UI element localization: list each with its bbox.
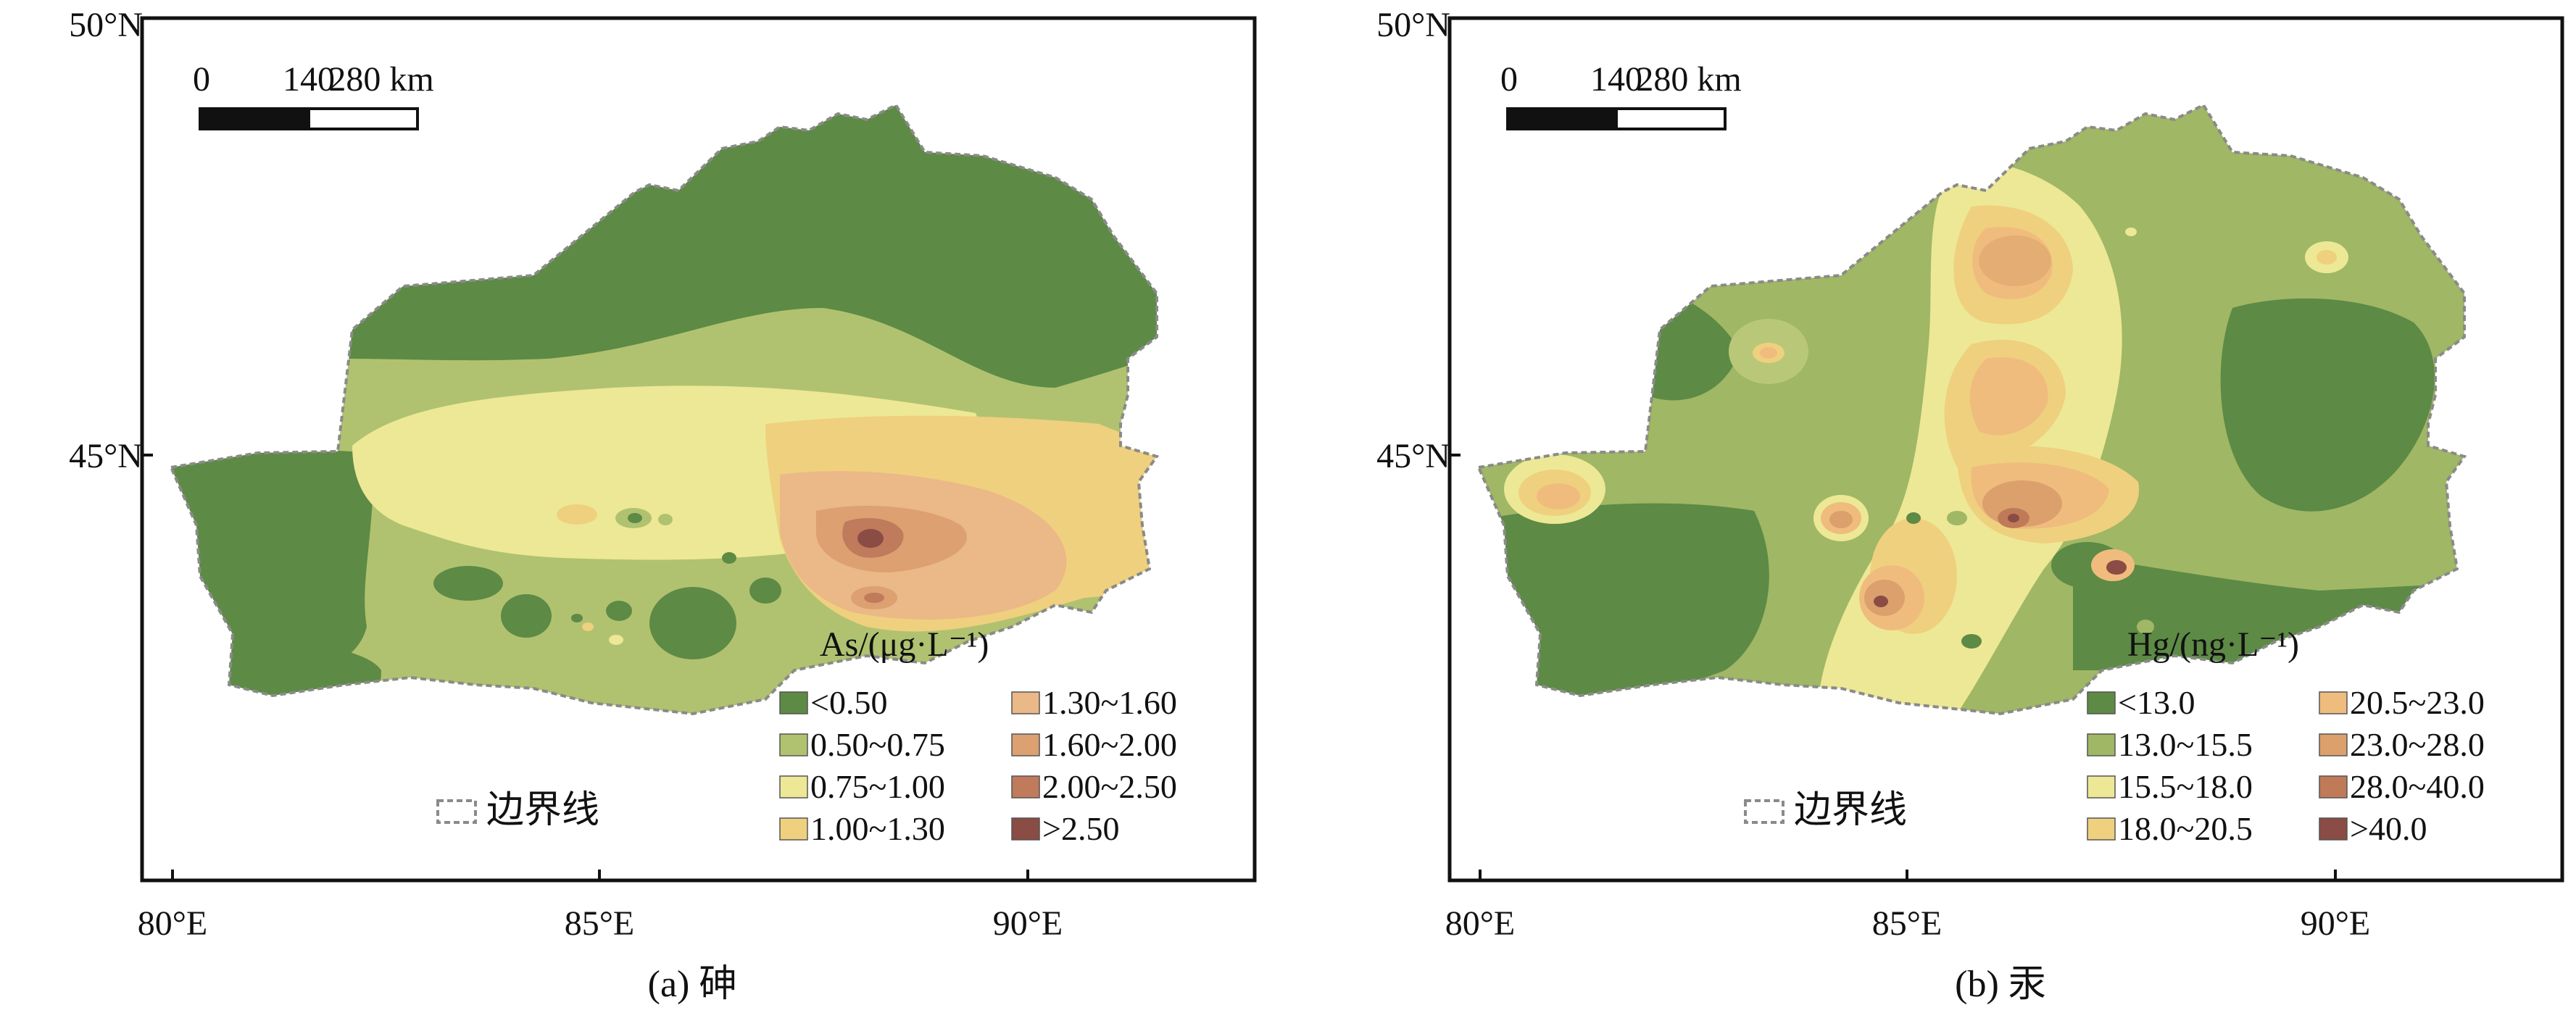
scale-bar: 0 140 280 km [1500, 60, 1742, 130]
scale-tick-0: 0 [1500, 60, 1518, 99]
boundary-legend-label: 边界线 [486, 790, 599, 831]
legend-item: 0.75~1.00 [810, 768, 945, 805]
legend-item: 28.0~40.0 [2350, 768, 2485, 805]
lon-label-85e: 85°E [1872, 904, 1943, 943]
contour-lt050-blob-3 [649, 587, 736, 659]
legend-item: >40.0 [2350, 810, 2427, 847]
legend-col-1: <13.0 13.0~15.5 15.5~18.0 18.0~20.5 [2087, 684, 2253, 847]
panel-b: 0 140 280 km Hg/(ng·L⁻¹) <13.0 13.0~15.5… [1447, 16, 2564, 883]
scale-bar: 0 140 280 km [193, 60, 434, 130]
legend: As/(μg·L⁻¹) <0.50 0.50~0.75 0.75~1.00 1.… [436, 625, 1177, 847]
lat-label-50n: 50°N [1376, 6, 1450, 44]
legend-col-2: 20.5~23.0 23.0~28.0 28.0~40.0 >40.0 [2319, 684, 2485, 847]
lon-label-90e: 90°E [993, 904, 1063, 943]
legend-item: 0.50~0.75 [810, 726, 945, 763]
legend-item: 1.30~1.60 [1042, 684, 1177, 721]
scale-tick-140: 140 [1590, 60, 1642, 99]
lon-label-90e: 90°E [2301, 904, 2371, 943]
lon-label-85e: 85°E [565, 904, 635, 943]
boundary-legend-swatch [1744, 799, 1784, 824]
panel-a-axes: 50°N 45°N 80°E 85°E 90°E (a) 砷 [69, 6, 1063, 1005]
legend-item: 18.0~20.5 [2118, 810, 2253, 847]
boundary-legend-label: 边界线 [1794, 790, 1907, 831]
boundary-legend-swatch [436, 799, 477, 824]
lon-label-80e: 80°E [1445, 904, 1516, 943]
legend-item: 2.00~2.50 [1042, 768, 1177, 805]
panel-caption: (a) 砷 [648, 964, 737, 1005]
contour-lt050-blob-1 [433, 566, 503, 601]
legend-title: Hg/(ng·L⁻¹) [2127, 625, 2299, 664]
legend-item: 1.60~2.00 [1042, 726, 1177, 763]
lon-label-80e: 80°E [138, 904, 208, 943]
legend-col-2: 1.30~1.60 1.60~2.00 2.00~2.50 >2.50 [1011, 684, 1177, 847]
panel-caption: (b) 汞 [1955, 964, 2046, 1005]
legend-item: 15.5~18.0 [2118, 768, 2253, 805]
panel-a: 0 140 280 km As/(μg·L⁻¹) <0.50 0.50~0.75… [140, 16, 1257, 883]
legend-item: <13.0 [2118, 684, 2195, 721]
legend-item: 23.0~28.0 [2350, 726, 2485, 763]
scale-tick-280: 280 km [328, 60, 433, 99]
legend-item: 20.5~23.0 [2350, 684, 2485, 721]
lat-label-45n: 45°N [69, 437, 143, 475]
panel-b-axes: 50°N 45°N 80°E 85°E 90°E (b) 汞 [1376, 6, 2370, 1005]
legend-item: <0.50 [810, 684, 887, 721]
lat-label-45n: 45°N [1376, 437, 1450, 475]
legend-item: >2.50 [1042, 810, 1119, 847]
legend-item: 1.00~1.30 [810, 810, 945, 847]
legend: Hg/(ng·L⁻¹) <13.0 13.0~15.5 15.5~18.0 18… [1744, 625, 2485, 847]
contour-lt130-east [2220, 298, 2435, 512]
scale-tick-280: 280 km [1636, 60, 1741, 99]
legend-col-1: <0.50 0.50~0.75 0.75~1.00 1.00~1.30 [779, 684, 945, 847]
lat-label-50n: 50°N [69, 6, 143, 44]
scale-tick-0: 0 [193, 60, 210, 99]
legend-item: 13.0~15.5 [2118, 726, 2253, 763]
contour-field [1479, 105, 2464, 714]
contour-gt250 [857, 529, 884, 548]
contour-lt050-blob-2 [501, 594, 552, 638]
scale-tick-140: 140 [283, 60, 335, 99]
legend-title: As/(μg·L⁻¹) [820, 625, 989, 664]
